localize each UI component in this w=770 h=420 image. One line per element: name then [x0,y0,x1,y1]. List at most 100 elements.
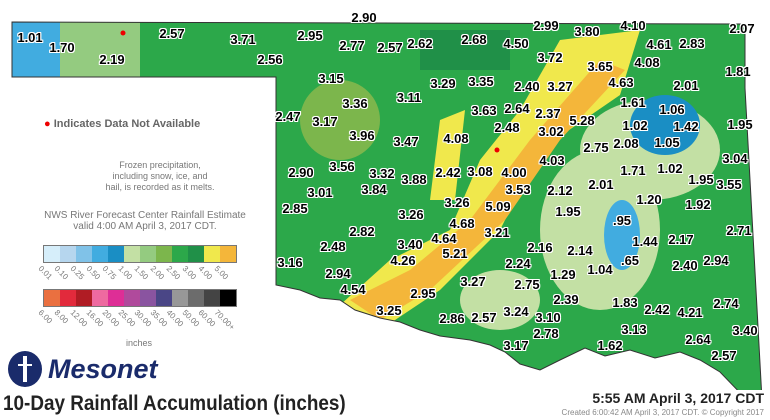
station-value: 3.72 [537,50,563,65]
source-note-line: NWS River Forecast Center Rainfall Estim… [44,210,246,221]
station-value: .95 [612,213,632,228]
red-dot-icon: ● [44,118,51,130]
station-value: 2.07 [729,21,755,36]
station-value: 2.56 [257,52,283,67]
legend-ticks-high: 6.00 8.00 12.00 16.00 20.00 25.00 30.00 35.00 40… [37,308,237,332]
station-value: 2.64 [685,332,711,347]
station-value: 3.10 [535,310,561,325]
station-value: 1.20 [636,192,662,207]
station-value: 4.03 [539,153,565,168]
frozen-note: Frozen precipitation, including snow, ice… [60,160,260,193]
station-value: 2.16 [527,240,553,255]
station-value: 1.02 [622,118,648,133]
legend-swatch [204,246,220,262]
legend-swatch [60,290,76,306]
station-value: 3.13 [621,321,647,337]
legend-swatch [204,290,220,306]
station-value: 3.96 [349,128,375,143]
station-value: 3.27 [460,274,486,289]
legend-swatch [92,290,108,306]
legend-bar-high [43,289,237,307]
station-value: 2.19 [99,52,125,67]
station-value: 2.14 [567,243,593,258]
station-value: 4.21 [677,305,703,320]
station-value: 3.29 [430,76,456,91]
legend-unit: inches [126,338,153,348]
legend-swatch [76,246,92,262]
station-value: 1.44 [632,234,658,249]
station-value: 2.75 [514,277,540,292]
station-value: 3.84 [361,182,387,197]
no-data-marker [494,147,500,153]
map-title: 10-Day Rainfall Accumulation (inches) [3,392,346,415]
station-value: 2.01 [588,177,614,192]
station-value: 1.01 [17,30,43,45]
station-value: 2.99 [533,18,559,33]
station-value: 1.02 [657,161,683,176]
station-value: 3.25 [376,303,402,318]
station-value: 4.08 [634,55,660,70]
legend-swatch [60,246,76,262]
station-value: 3.40 [732,323,758,338]
station-value: 2.57 [159,26,185,41]
station-value: 4.10 [620,18,646,33]
legend-swatch [172,290,188,306]
rainfall-map [11,21,762,390]
station-value: 2.95 [410,286,436,301]
station-value: 1.70 [49,40,75,55]
station-value: 2.48 [494,120,520,135]
station-value: 3.47 [393,134,419,149]
station-value: .65 [620,253,640,268]
station-value: 2.94 [703,253,729,268]
station-value: 1.06 [659,102,685,117]
station-value: 2.57 [377,40,403,55]
station-value: 2.77 [339,38,365,53]
station-value: 5.21 [442,246,468,261]
station-value: 2.75 [583,140,609,155]
station-value: 4.08 [443,131,469,146]
station-value: 3.27 [547,79,573,94]
station-value: 3.36 [342,96,368,111]
legend-swatch [156,246,172,262]
station-value: 1.04 [587,262,613,277]
station-value: 3.04 [722,151,748,166]
station-value: 3.40 [397,237,423,252]
station-value: 1.71 [620,163,646,178]
legend-swatch [124,246,140,262]
station-value: 1.62 [597,337,623,353]
legend-swatch [108,246,124,262]
station-value: 4.63 [608,75,634,90]
station-value: 4.26 [390,253,416,268]
source-note-line: valid 4:00 AM April 3, 2017 CDT. [73,221,217,232]
legend-swatch [188,246,204,262]
station-value: 1.92 [685,197,711,212]
legend-swatch [172,246,188,262]
station-value: 2.86 [439,311,465,326]
station-value: 2.78 [533,326,559,341]
station-value: 3.53 [505,182,531,197]
station-value: 2.17 [668,232,694,247]
station-value: 4.00 [501,165,527,180]
station-value: 2.39 [553,292,579,307]
station-value: 2.83 [679,36,705,51]
logo-text: Mesonet [48,353,158,384]
mesonet-tower-icon [8,351,42,387]
station-value: 1.81 [725,64,751,79]
legend-swatch [108,290,124,306]
station-value: 3.32 [369,166,395,181]
station-value: 3.26 [398,207,424,222]
legend-swatch [220,290,236,306]
station-value: 3.01 [307,185,333,200]
station-value: 2.68 [461,32,487,47]
frozen-note-line: Frozen precipitation, [119,160,201,170]
created-note: Created 6:00:42 AM April 3, 2017 CDT. © … [561,408,764,417]
station-value: 3.21 [484,225,510,240]
legend-swatch [156,290,172,306]
legend-swatch [124,290,140,306]
station-value: 1.95 [727,117,753,132]
station-value: 2.62 [407,36,433,51]
station-value: 2.85 [282,201,308,216]
station-value: 2.42 [435,165,461,180]
legend-ticks-low: 0.01 0.10 0.25 0.50 0.75 1.00 1.50 2.00 2.50 3.00… [37,264,235,281]
station-value: 3.17 [312,114,338,129]
